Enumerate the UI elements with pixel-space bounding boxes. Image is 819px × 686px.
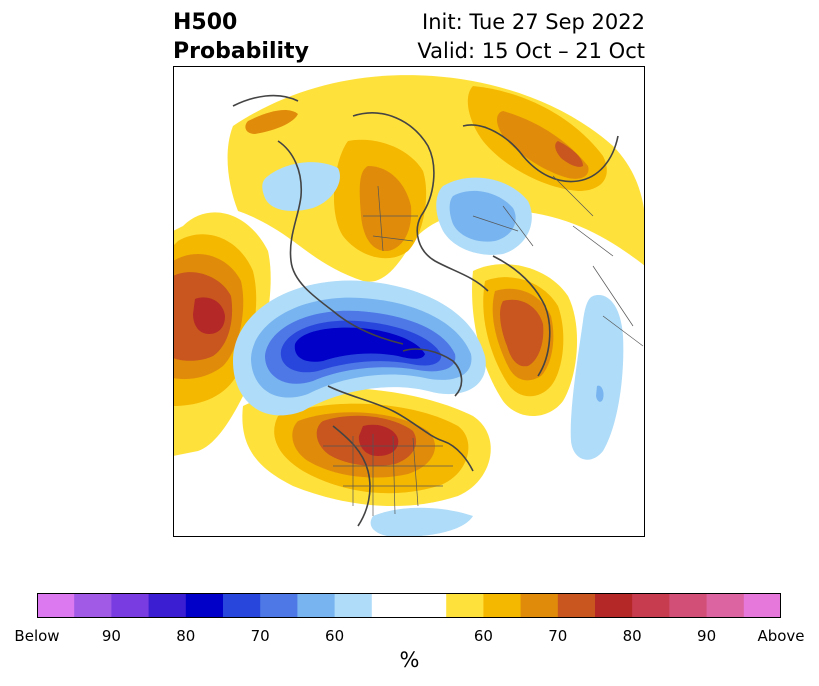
probability-map	[173, 66, 645, 537]
colorbar-tick-label: 80	[176, 627, 196, 645]
colorbar-tick-label: 70	[250, 627, 270, 645]
colorbar-swatch	[111, 593, 150, 618]
colorbar-tick-label: Above	[757, 627, 805, 645]
colorbar-swatch	[371, 593, 410, 618]
political-borders	[323, 175, 644, 516]
coastlines	[232, 94, 619, 527]
title-quantity: Probability	[173, 39, 309, 64]
below-anomaly-siberia	[436, 177, 532, 255]
valid-dates: Valid: 15 Oct – 21 Oct	[417, 39, 645, 63]
colorbar-tick-label: 60	[325, 627, 345, 645]
colorbar-tick-label: 60	[473, 627, 493, 645]
colorbar-swatch	[409, 593, 447, 618]
above-anomaly-central-us	[242, 387, 491, 507]
colorbar-swatch	[595, 593, 633, 618]
below-anomaly-north-atlantic	[233, 280, 486, 416]
colorbar-swatch	[743, 593, 782, 618]
colorbar-swatch	[74, 593, 112, 618]
colorbar-swatch	[223, 593, 261, 618]
below-anomaly-pacific-east	[570, 295, 624, 460]
colorbar-swatch	[632, 593, 670, 618]
colorbar-tick-label: 90	[697, 627, 717, 645]
forecast-dates: Init: Tue 27 Sep 2022 Valid: 15 Oct – 21…	[417, 8, 645, 66]
chart-title: H500 Probability	[173, 8, 309, 66]
above-anomaly-west-pacific	[173, 212, 271, 456]
colorbar-border	[37, 593, 781, 618]
colorbar-unit-label: %	[399, 648, 420, 672]
colorbar-swatch	[260, 593, 298, 618]
colorbar-tick-label: 80	[622, 627, 642, 645]
colorbar-swatch	[706, 593, 745, 618]
colorbar-swatch	[483, 593, 522, 618]
colorbar-tick-label: 70	[548, 627, 568, 645]
colorbar-swatch	[297, 593, 336, 618]
init-date: Init: Tue 27 Sep 2022	[422, 10, 645, 34]
colorbar-swatch	[334, 593, 373, 618]
colorbar-swatch	[148, 593, 187, 618]
colorbar-tick-label: 90	[101, 627, 121, 645]
colorbar-tick-label: Below	[14, 627, 60, 645]
title-variable: H500	[173, 10, 238, 35]
colorbar-swatch	[669, 593, 708, 618]
below-anomaly-south	[370, 507, 473, 537]
colorbar-swatch	[37, 593, 75, 618]
colorbar-swatch	[185, 593, 224, 618]
colorbar	[37, 593, 782, 618]
colorbar-swatch	[520, 593, 559, 618]
colorbar-swatch	[557, 593, 596, 618]
above-anomaly-europe	[472, 264, 578, 416]
colorbar-tick-labels: Below 90 80 70 60 60 70 80 90 Above	[14, 627, 804, 647]
above-anomaly-arctic	[227, 75, 645, 282]
colorbar-swatch	[446, 593, 484, 618]
